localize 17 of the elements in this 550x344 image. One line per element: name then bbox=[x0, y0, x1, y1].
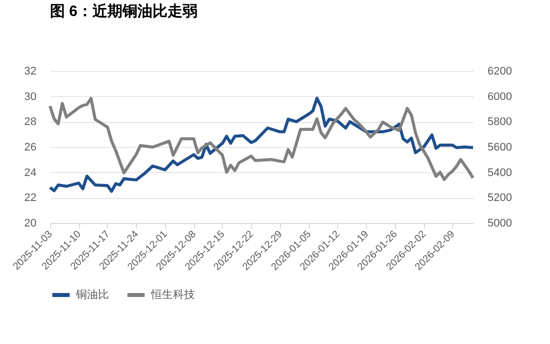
y-tick-label: 24 bbox=[24, 166, 36, 179]
y-tick-label: 22 bbox=[24, 192, 36, 204]
y-tick-label: 30 bbox=[24, 90, 36, 103]
legend-label: 铜油比 bbox=[75, 288, 109, 301]
y2-tick-label: 5200 bbox=[488, 192, 512, 204]
y-tick-label: 26 bbox=[24, 142, 36, 154]
y2-tick-label: 6000 bbox=[488, 90, 512, 103]
y2-tick-label: 5000 bbox=[488, 218, 512, 230]
y-tick-label: 20 bbox=[24, 218, 36, 230]
y2-tick-label: 5400 bbox=[488, 166, 512, 179]
y2-tick-label: 6200 bbox=[488, 66, 512, 78]
y2-tick-label: 5800 bbox=[488, 116, 512, 128]
chart-title: 图 6：近期铜油比走弱 bbox=[50, 3, 198, 20]
y-tick-label: 28 bbox=[24, 116, 36, 128]
legend-label: 恒生科技 bbox=[150, 288, 195, 301]
y-tick-label: 32 bbox=[24, 66, 36, 78]
y2-tick-label: 5600 bbox=[488, 142, 512, 154]
